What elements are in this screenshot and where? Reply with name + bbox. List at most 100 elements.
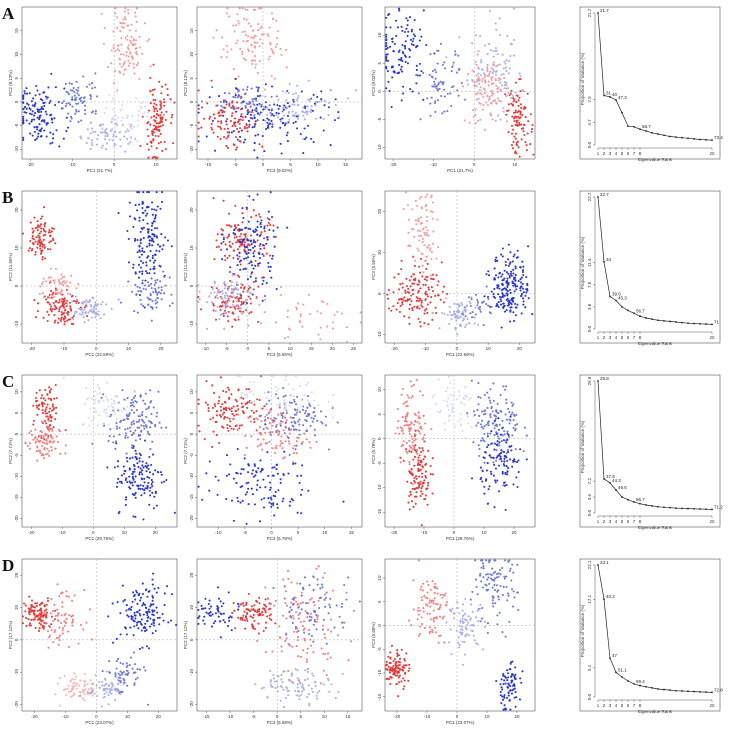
- data-point: [418, 39, 421, 42]
- data-point: [429, 274, 432, 277]
- scree-data-label: 39.6: [612, 291, 621, 296]
- data-point: [34, 102, 37, 105]
- data-point: [54, 242, 57, 245]
- data-point: [243, 127, 246, 130]
- data-point: [422, 271, 425, 274]
- data-point: [519, 448, 522, 451]
- data-point: [128, 62, 131, 65]
- data-point: [156, 243, 159, 246]
- data-point: [300, 442, 303, 445]
- data-point: [224, 243, 227, 246]
- data-point: [401, 59, 404, 63]
- data-point: [299, 315, 302, 318]
- data-point: [235, 110, 238, 113]
- data-point: [420, 427, 423, 430]
- data-point: [498, 99, 501, 102]
- data-point: [413, 412, 416, 415]
- data-point: [512, 460, 515, 463]
- scree-point: [639, 128, 641, 131]
- x-axis-label: PC1 (22.69%): [85, 352, 114, 357]
- data-point: [442, 285, 446, 288]
- data-point: [247, 416, 250, 419]
- data-point: [257, 133, 260, 136]
- data-point: [478, 78, 481, 81]
- data-point: [481, 480, 484, 483]
- data-point: [232, 519, 235, 522]
- data-point: [244, 58, 247, 61]
- data-point: [239, 472, 242, 475]
- data-point: [395, 308, 398, 311]
- data-point: [300, 90, 303, 93]
- data-point: [253, 464, 256, 467]
- data-point: [220, 248, 223, 251]
- data-point: [387, 80, 390, 83]
- data-point: [397, 273, 400, 276]
- data-point: [54, 447, 57, 450]
- data-point: [450, 104, 453, 108]
- data-point: [484, 80, 487, 83]
- data-point: [440, 261, 443, 264]
- data-point: [326, 325, 329, 328]
- data-point: [505, 456, 508, 459]
- data-point: [475, 98, 479, 101]
- data-point: [270, 114, 273, 117]
- data-point: [228, 408, 231, 411]
- data-point: [520, 138, 523, 141]
- data-point: [284, 394, 287, 397]
- x-axis-label: PC3 (5.55%): [267, 352, 293, 357]
- scree-point: [657, 319, 659, 322]
- data-point: [423, 244, 426, 247]
- data-point: [293, 99, 296, 102]
- data-point: [230, 410, 233, 413]
- scree-point: [639, 315, 641, 318]
- data-point: [432, 201, 435, 204]
- data-point: [217, 479, 220, 482]
- data-point: [512, 268, 515, 271]
- data-point: [39, 128, 42, 131]
- data-point: [143, 306, 146, 309]
- data-point: [105, 106, 108, 110]
- data-point: [275, 111, 278, 115]
- data-point: [231, 412, 234, 415]
- data-point: [137, 465, 140, 469]
- data-point: [468, 121, 471, 124]
- data-point: [270, 108, 274, 111]
- data-point: [412, 293, 415, 296]
- data-point: [412, 273, 415, 276]
- data-point: [264, 298, 267, 301]
- data-point: [413, 305, 416, 308]
- y-axis-label: PC2 (7.71%): [183, 438, 188, 464]
- data-point: [513, 458, 516, 461]
- data-point: [479, 423, 483, 426]
- data-point: [51, 141, 54, 144]
- data-point: [495, 69, 498, 72]
- data-point: [278, 406, 281, 409]
- data-point: [225, 120, 228, 123]
- data-point: [257, 29, 260, 32]
- data-point: [492, 50, 495, 53]
- data-point: [409, 88, 412, 91]
- data-point: [151, 257, 154, 260]
- data-point: [60, 277, 63, 280]
- data-point: [34, 396, 37, 400]
- data-point: [156, 110, 159, 113]
- data-point: [423, 233, 426, 236]
- data-point: [418, 297, 422, 300]
- data-point: [227, 310, 230, 313]
- data-point: [239, 293, 242, 296]
- data-point: [319, 410, 322, 413]
- data-point: [247, 324, 250, 327]
- data-point: [424, 205, 427, 208]
- data-point: [254, 120, 257, 123]
- data-point: [281, 110, 284, 113]
- data-point: [281, 122, 284, 125]
- data-point: [519, 289, 522, 292]
- data-point: [259, 431, 262, 435]
- data-point: [500, 296, 503, 299]
- data-point: [92, 430, 95, 433]
- data-point: [119, 53, 123, 56]
- data-point: [239, 118, 242, 121]
- data-point: [480, 439, 483, 442]
- data-point: [50, 113, 53, 116]
- data-point: [240, 297, 243, 300]
